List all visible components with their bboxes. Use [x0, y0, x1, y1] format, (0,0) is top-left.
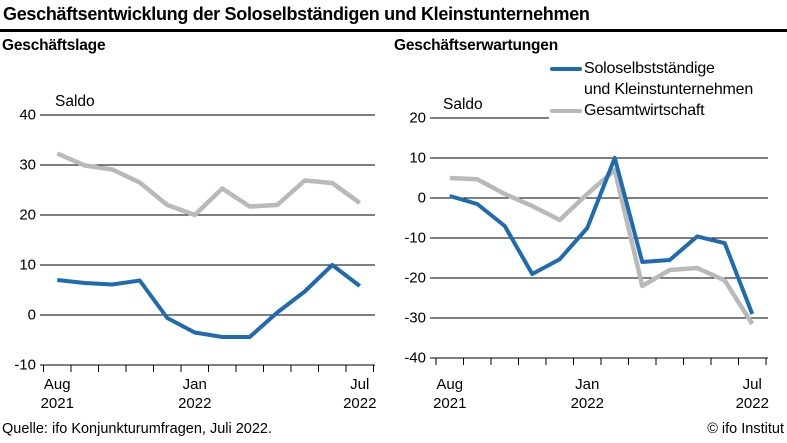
erwartungen-unit-label: Saldo — [443, 96, 483, 113]
lage-x-label-year: 2022 — [178, 395, 211, 412]
lage-x-label-month: Jul — [350, 376, 369, 393]
lage-y-tick-label: 0 — [28, 307, 36, 324]
lage-x-label-year: 2022 — [343, 395, 376, 412]
erwartungen-y-tick-label: 10 — [409, 150, 426, 167]
erwartungen-y-tick-label: 20 — [409, 110, 426, 127]
erwartungen-y-tick-label: 0 — [418, 190, 426, 207]
erwartungen-x-label-year: 2022 — [571, 395, 604, 412]
copyright-note: © ifo Institut — [707, 421, 784, 437]
erwartungen-x-label-month: Jul — [743, 376, 762, 393]
title-divider — [0, 29, 787, 32]
legend-label: Gesamtwirtschaft — [584, 101, 705, 119]
erwartungen-x-label-month: Jan — [575, 376, 599, 393]
legend-line-swatch-gray — [550, 108, 582, 113]
erwartungen-x-label-month: Aug — [436, 376, 463, 393]
lage-y-tick-label: 30 — [19, 157, 36, 174]
erwartungen-y-tick-label: -20 — [404, 270, 426, 287]
lage-unit-label: Saldo — [55, 93, 95, 110]
lage-x-label-month: Jan — [183, 376, 207, 393]
lage-x-label-year: 2021 — [41, 395, 74, 412]
panel-title-geschaeftslage: Geschäftslage — [2, 37, 106, 54]
legend-item-soloselbststaendige-line2: und Kleinstunternehmen — [550, 79, 753, 100]
legend-item-soloselbststaendige: Soloselbstständige — [550, 58, 753, 79]
erwartungen-x-label-year: 2022 — [736, 395, 769, 412]
lage-y-tick-label: 10 — [19, 257, 36, 274]
legend-label: und Kleinstunternehmen — [584, 80, 754, 98]
lage-x-label-month: Aug — [44, 376, 71, 393]
lage-y-tick-label: -10 — [14, 357, 36, 374]
lage-series-line-gesamtwirtschaft — [56, 151, 362, 218]
erwartungen-y-tick-label: -10 — [404, 230, 426, 247]
lage-series-line-soloselbststaendige — [57, 263, 361, 339]
erwartungen-series-line-gesamtwirtschaft — [449, 167, 755, 326]
legend-item-gesamtwirtschaft: Gesamtwirtschaft — [550, 100, 753, 121]
erwartungen-x-label-year: 2021 — [433, 395, 466, 412]
erwartungen-series-line-soloselbststaendige — [449, 156, 755, 315]
source-note: Quelle: ifo Konjunkturumfragen, Juli 202… — [2, 421, 273, 437]
erwartungen-y-tick-label: -30 — [404, 310, 426, 327]
legend-line-swatch-blue — [550, 66, 582, 71]
legend: Soloselbstständige und Kleinstunternehme… — [550, 58, 753, 121]
lage-y-tick-label: 20 — [19, 207, 36, 224]
panel-title-geschaeftserwartungen: Geschäftserwartungen — [394, 37, 558, 54]
lage-y-tick-label: 40 — [19, 107, 36, 124]
page-title: Geschäftsentwicklung der Soloselbständig… — [3, 4, 590, 24]
erwartungen-y-tick-label: -40 — [404, 350, 426, 367]
legend-label: Soloselbstständige — [584, 59, 715, 77]
